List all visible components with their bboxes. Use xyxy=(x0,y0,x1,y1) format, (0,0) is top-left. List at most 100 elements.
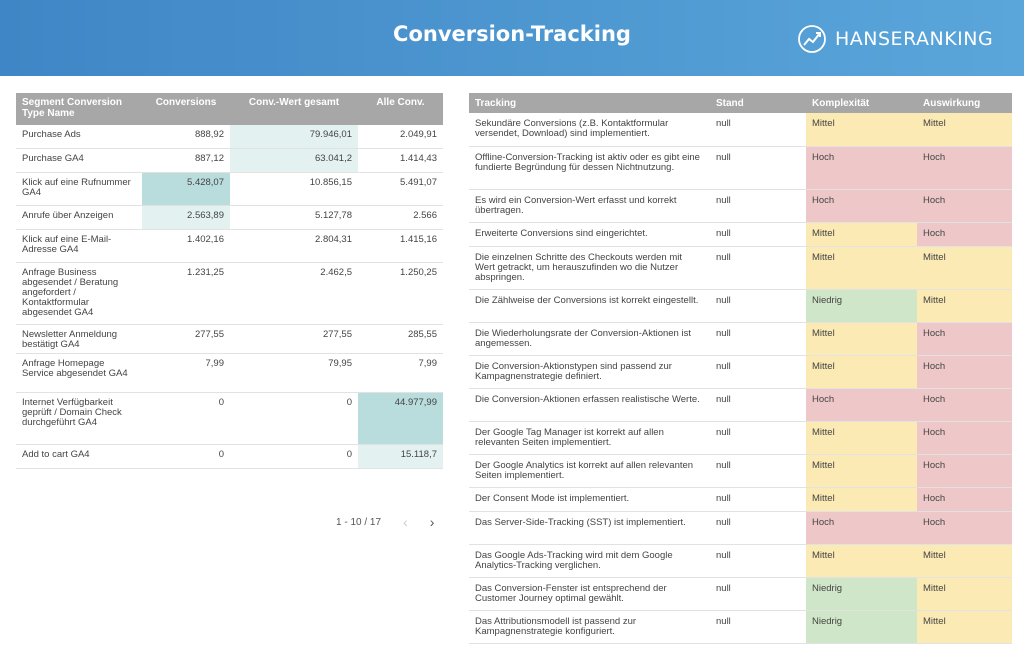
table-cell: Offline-Conversion-Tracking ist aktiv od… xyxy=(475,152,700,173)
table-cell: 1.250,25 xyxy=(400,267,437,278)
table-row: Das Conversion-Fenster ist entsprechend … xyxy=(469,578,1012,611)
table-cell: 0 xyxy=(218,449,224,460)
table-cell: 0 xyxy=(346,449,352,460)
tracking-checklist-table: Tracking Stand Komplexität Auswirkung Se… xyxy=(469,93,1012,644)
table-cell: Anfrage Business abgesendet / Beratung a… xyxy=(22,267,119,318)
table-cell: Sekundäre Conversions (z.B. Kontaktformu… xyxy=(475,118,669,139)
table-header: Tracking Stand Komplexität Auswirkung xyxy=(469,93,1012,113)
table-cell: 10.856,15 xyxy=(309,177,352,188)
table-cell: Mittel xyxy=(917,545,1012,577)
table-cell: Mittel xyxy=(917,113,1012,146)
table-cell: Es wird ein Conversion-Wert erfasst und … xyxy=(475,195,677,216)
table-cell: null xyxy=(716,361,731,372)
table-cell: Der Google Analytics ist korrekt auf all… xyxy=(475,460,694,481)
table-cell: 1.414,43 xyxy=(400,153,437,164)
table-row: Die Zählweise der Conversions ist korrek… xyxy=(469,290,1012,323)
table-row: Es wird ein Conversion-Wert erfasst und … xyxy=(469,190,1012,223)
table-cell: 63.041,2 xyxy=(230,149,358,172)
table-cell: Die einzelnen Schritte des Checkouts wer… xyxy=(475,252,682,283)
table-cell: 277,55 xyxy=(322,329,352,340)
table-cell: null xyxy=(716,427,731,438)
table-cell: Erweiterte Conversions sind eingerichtet… xyxy=(475,228,648,239)
table-cell: Die Wiederholungsrate der Conversion-Akt… xyxy=(475,328,691,349)
table-row: Anfrage Homepage Service abgesendet GA4 7… xyxy=(16,354,443,393)
table-cell: Hoch xyxy=(917,455,1012,487)
table-cell: Hoch xyxy=(917,512,1012,544)
table-row: Die Wiederholungsrate der Conversion-Akt… xyxy=(469,323,1012,356)
pagination: 1 - 10 / 17 ‹ › xyxy=(336,514,434,530)
table-row: Der Google Tag Manager ist korrekt auf a… xyxy=(469,422,1012,455)
table-cell: 1.415,16 xyxy=(400,234,437,245)
table-cell: null xyxy=(716,118,731,129)
table-row: Internet Verfügbarkeit geprüft / Domain … xyxy=(16,393,443,445)
table-row: Die Conversion-Aktionstypen sind passend… xyxy=(469,356,1012,389)
column-header-komplexitaet[interactable]: Komplexität xyxy=(812,98,870,109)
table-cell: 277,55 xyxy=(194,329,224,340)
table-cell: 888,92 xyxy=(194,129,224,140)
table-row: Erweiterte Conversions sind eingerichtet… xyxy=(469,223,1012,247)
table-cell: Internet Verfügbarkeit geprüft / Domain … xyxy=(22,397,122,428)
table-cell: Das Conversion-Fenster ist entsprechend … xyxy=(475,583,667,604)
table-row: Newsletter Anmeldung bestätigt GA4 277,55… xyxy=(16,325,443,354)
column-header-stand[interactable]: Stand xyxy=(716,98,744,109)
column-header-segment[interactable]: Segment Conversion Type Name xyxy=(22,97,123,119)
table-cell: Die Zählweise der Conversions ist korrek… xyxy=(475,295,699,306)
table-cell: Purchase Ads xyxy=(22,129,81,140)
table-row: Purchase Ads 888,92 79.946,01 2.049,91 xyxy=(16,125,443,149)
column-header-conv-wert[interactable]: Conv.-Wert gesamt xyxy=(248,97,340,108)
table-row: Das Server-Side-Tracking (SST) ist imple… xyxy=(469,512,1012,545)
table-row: Die Conversion-Aktionen erfassen realist… xyxy=(469,389,1012,422)
table-cell: Hoch xyxy=(806,389,917,421)
table-cell: 79,95 xyxy=(328,358,352,369)
table-cell: Mittel xyxy=(806,356,917,388)
table-row: Anrufe über Anzeigen 2.563,89 5.127,78 2.56… xyxy=(16,206,443,230)
table-row: Klick auf eine E-Mail-Adresse GA4 1.402,1… xyxy=(16,230,443,263)
table-cell: Das Server-Side-Tracking (SST) ist imple… xyxy=(475,517,686,528)
logo-text: HANSERANKING xyxy=(835,28,994,50)
column-header-alle-conv[interactable]: Alle Conv. xyxy=(376,97,425,108)
table-cell: Hoch xyxy=(917,356,1012,388)
logo: HANSERANKING xyxy=(797,24,993,54)
table-cell: Hoch xyxy=(917,323,1012,355)
table-cell: Hoch xyxy=(917,223,1012,246)
table-cell: Hoch xyxy=(917,488,1012,511)
next-page-icon[interactable]: › xyxy=(429,514,435,530)
table-cell: null xyxy=(716,517,731,528)
prev-page-icon[interactable]: ‹ xyxy=(403,514,408,530)
table-cell: Mittel xyxy=(806,323,917,355)
table-cell: null xyxy=(716,152,731,163)
table-cell: 2.566 xyxy=(413,210,437,221)
column-header-conversions[interactable]: Conversions xyxy=(155,97,217,108)
table-cell: null xyxy=(716,228,731,239)
table-row: Der Consent Mode ist implementiert. null M… xyxy=(469,488,1012,512)
table-cell: Das Google Ads-Tracking wird mit dem Goo… xyxy=(475,550,673,571)
table-cell: 1.231,25 xyxy=(187,267,224,278)
table-cell: Mittel xyxy=(917,290,1012,322)
table-cell: 0 xyxy=(346,397,352,408)
table-cell: Hoch xyxy=(917,190,1012,222)
table-cell: Mittel xyxy=(806,247,917,289)
table-cell: Mittel xyxy=(917,611,1012,643)
table-cell: Mittel xyxy=(806,422,917,454)
column-header-tracking[interactable]: Tracking xyxy=(475,98,517,109)
table-cell: Hoch xyxy=(806,190,917,222)
table-cell: Newsletter Anmeldung bestätigt GA4 xyxy=(22,329,118,350)
table-cell: null xyxy=(716,295,731,306)
table-cell: 2.049,91 xyxy=(400,129,437,140)
table-cell: Mittel xyxy=(806,113,917,146)
table-row: Add to cart GA4 0 0 15.118,7 xyxy=(16,445,443,469)
table-cell: Klick auf eine Rufnummer GA4 xyxy=(22,177,131,198)
table-cell: Mittel xyxy=(917,578,1012,610)
table-cell: Mittel xyxy=(806,223,917,246)
table-cell: Mittel xyxy=(806,455,917,487)
table-cell: null xyxy=(716,616,731,627)
page-title: Conversion-Tracking xyxy=(393,22,631,46)
table-cell: Hoch xyxy=(917,422,1012,454)
conversion-table: Segment Conversion Type Name Conversions… xyxy=(16,93,443,469)
table-cell: 5.428,07 xyxy=(142,173,230,205)
column-header-auswirkung[interactable]: Auswirkung xyxy=(923,98,981,109)
table-cell: Mittel xyxy=(806,488,917,511)
hanseranking-logo-icon xyxy=(798,25,826,53)
table-cell: Mittel xyxy=(806,545,917,577)
table-cell: Niedrig xyxy=(806,578,917,610)
